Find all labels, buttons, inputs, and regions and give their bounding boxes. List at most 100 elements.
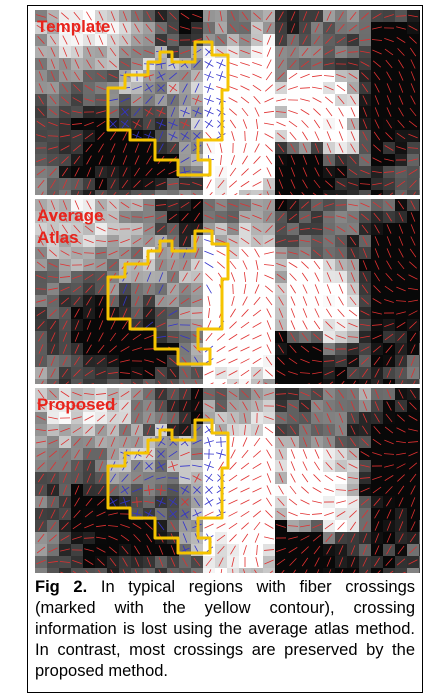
image-pixel xyxy=(419,331,420,343)
image-pixel xyxy=(419,247,420,259)
image-pixel xyxy=(419,22,420,34)
image-pixel xyxy=(335,568,347,573)
image-pixel xyxy=(419,199,420,211)
caption-label: Fig 2. xyxy=(35,578,87,596)
image-panel: Average Atlas xyxy=(35,199,420,391)
fiber-glyph xyxy=(300,384,310,386)
image-pixel xyxy=(419,568,420,573)
image-pixel xyxy=(419,295,420,307)
image-pixel xyxy=(143,568,155,573)
image-pixel xyxy=(71,568,83,573)
image-pixel xyxy=(167,568,179,573)
image-pixel xyxy=(203,568,215,573)
mri-image xyxy=(35,199,420,391)
page: Template Average Atlas Proposed Fig 2. In t… xyxy=(0,0,448,700)
image-pixel xyxy=(419,388,420,400)
image-pixel xyxy=(419,166,420,178)
image-pixel xyxy=(419,10,420,22)
image-pixel xyxy=(419,424,420,436)
image-pixel xyxy=(311,568,323,573)
image-pixel xyxy=(419,154,420,166)
image-pixel xyxy=(419,223,420,235)
image-pixel xyxy=(323,568,335,573)
figure-panels: Template Average Atlas Proposed xyxy=(35,10,420,573)
image-pixel xyxy=(419,94,420,106)
fiber-glyph xyxy=(336,195,346,197)
image-pixel xyxy=(419,283,420,295)
image-pixel xyxy=(419,472,420,484)
image-pixel xyxy=(419,106,420,118)
image-pixel xyxy=(419,235,420,247)
image-pixel xyxy=(419,355,420,367)
image-pixel xyxy=(419,496,420,508)
mri-image xyxy=(35,388,420,573)
image-pixel xyxy=(419,520,420,532)
image-pixel xyxy=(275,568,287,573)
image-pixel xyxy=(419,508,420,520)
fiber-glyph xyxy=(156,196,166,197)
image-pixel xyxy=(419,544,420,556)
fiber-glyph xyxy=(108,384,118,386)
panel-label: Atlas xyxy=(37,228,79,247)
fiber-glyph xyxy=(168,195,178,197)
mri-image xyxy=(35,10,420,202)
image-pixel xyxy=(419,82,420,94)
image-pixel xyxy=(287,568,299,573)
image-pixel xyxy=(155,568,167,573)
image-pixel xyxy=(419,58,420,70)
image-pixel xyxy=(347,568,359,573)
fiber-glyph xyxy=(233,284,234,294)
image-pixel xyxy=(359,568,371,573)
image-pixel xyxy=(371,568,383,573)
image-panel: Template xyxy=(35,10,420,202)
image-pixel xyxy=(419,307,420,319)
image-pixel xyxy=(131,568,143,573)
image-pixel xyxy=(419,412,420,424)
image-pixel xyxy=(419,178,420,190)
image-pixel xyxy=(47,568,59,573)
image-pixel xyxy=(419,460,420,472)
image-pixel xyxy=(419,271,420,283)
image-pixel xyxy=(419,400,420,412)
image-pixel xyxy=(239,568,251,573)
fiber-glyph xyxy=(276,384,286,386)
image-pixel xyxy=(35,568,47,573)
image-pixel xyxy=(419,142,420,154)
image-pixel xyxy=(419,34,420,46)
image-pixel xyxy=(419,436,420,448)
image-pixel xyxy=(419,343,420,355)
image-pixel xyxy=(119,568,131,573)
image-panel: Proposed xyxy=(35,388,420,573)
fiber-glyph xyxy=(96,385,106,386)
image-pixel xyxy=(419,70,420,82)
image-pixel xyxy=(299,568,311,573)
image-pixel xyxy=(191,568,203,573)
image-pixel xyxy=(251,568,263,573)
panel-label: Average xyxy=(37,206,103,225)
image-pixel xyxy=(83,568,95,573)
image-pixel xyxy=(419,319,420,331)
image-pixel xyxy=(419,259,420,271)
image-pixel xyxy=(407,568,419,573)
image-pixel xyxy=(263,568,275,573)
image-pixel xyxy=(419,118,420,130)
image-pixel xyxy=(383,568,395,573)
fiber-glyph xyxy=(245,131,246,141)
image-pixel xyxy=(419,46,420,58)
image-pixel xyxy=(419,130,420,142)
image-pixel xyxy=(419,448,420,460)
caption-text: In typical regions with fiber crossings … xyxy=(35,578,415,680)
image-pixel xyxy=(419,484,420,496)
fiber-glyph xyxy=(360,195,370,197)
figure-frame: Template Average Atlas Proposed Fig 2. In t… xyxy=(27,5,423,693)
image-pixel xyxy=(107,568,119,573)
image-pixel xyxy=(179,568,191,573)
figure-caption: Fig 2. In typical regions with fiber cro… xyxy=(35,577,415,682)
image-pixel xyxy=(95,568,107,573)
fiber-glyph xyxy=(216,442,226,443)
panel-label: Template xyxy=(37,17,110,36)
panel-label: Proposed xyxy=(37,395,115,414)
image-pixel xyxy=(419,211,420,223)
image-pixel xyxy=(419,367,420,379)
image-pixel xyxy=(419,556,420,568)
